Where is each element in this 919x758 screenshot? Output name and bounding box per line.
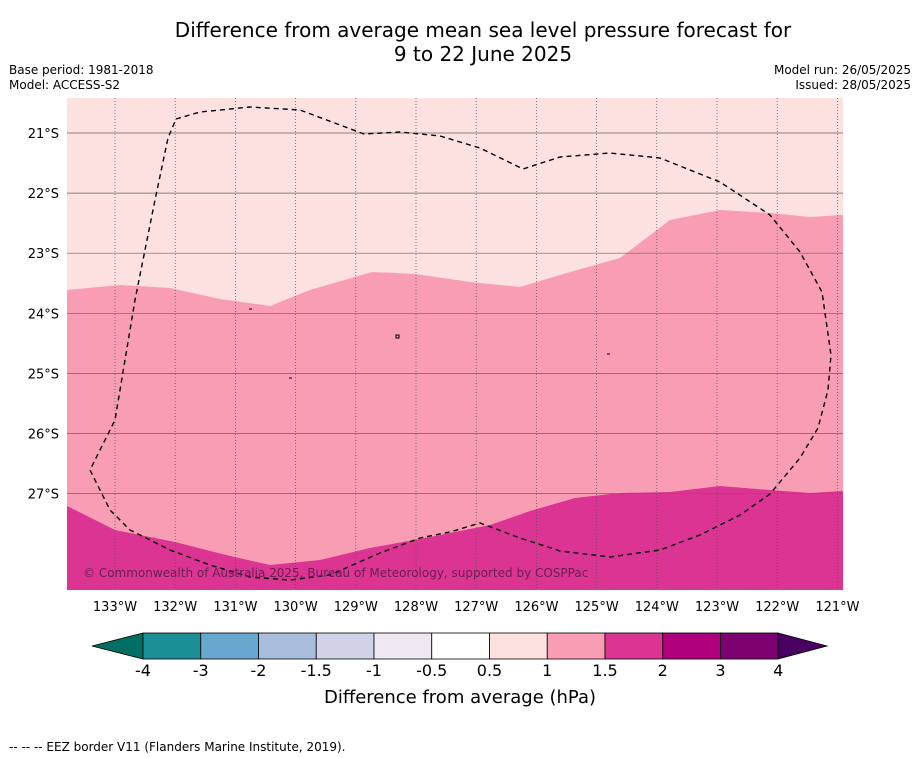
longitude-label: 122°W <box>755 600 799 615</box>
contour-mark <box>395 334 400 339</box>
colorbar-tick-label: 2 <box>658 661 668 680</box>
colorbar-over-arrow <box>777 632 829 660</box>
longitude-label: 131°W <box>213 600 257 615</box>
longitude-label: 121°W <box>815 600 859 615</box>
meta-right: Model run: 26/05/2025 Issued: 28/05/2025 <box>774 63 911 93</box>
model-run: Model run: 26/05/2025 <box>773 63 911 77</box>
colorbar-tick-label: -0.5 <box>416 661 447 680</box>
colorbar-label: Difference from average (hPa) <box>324 687 596 708</box>
colorbar-tick-label: 3 <box>715 661 725 680</box>
colorbar-tick-label: 0.5 <box>477 661 502 680</box>
longitude-label: 126°W <box>514 600 558 615</box>
longitude-label: 133°W <box>93 600 137 615</box>
title-line-1: Difference from average mean sea level p… <box>174 18 792 42</box>
colorbar-cell <box>142 632 202 660</box>
colorbar-tick-label: -4 <box>135 661 151 680</box>
longitude-label: 129°W <box>334 600 378 615</box>
meta-left: Base period: 1981-2018 Model: ACCESS-S2 <box>9 63 154 93</box>
colorbar-cell <box>431 632 490 660</box>
longitude-label: 125°W <box>575 600 619 615</box>
longitude-label: 128°W <box>394 600 438 615</box>
eez-border <box>89 106 832 581</box>
colorbar-cell <box>546 632 606 660</box>
longitude-label: 130°W <box>274 600 318 615</box>
colorbar-tick-label: 4 <box>773 661 783 680</box>
colorbar-tick-label: 1 <box>542 661 552 680</box>
issued-date: Issued: 28/05/2025 <box>795 78 911 92</box>
latitude-label: 26°S <box>28 428 59 443</box>
copyright-notice: © Commonwealth of Australia 2025, Bureau… <box>83 566 588 580</box>
colorbar-cell <box>720 632 779 660</box>
colorbar-cell <box>315 632 375 660</box>
eez-legend: -- -- -- EEZ border V11 (Flanders Marine… <box>9 740 346 754</box>
graticule <box>67 98 843 590</box>
page-title: Difference from average mean sea level p… <box>0 18 919 66</box>
base-period: Base period: 1981-2018 <box>9 63 154 77</box>
colorbar-cell <box>200 632 259 660</box>
colorbar: -4 -3 -2 -1.5 -1 -0.5 0.5 1 1.5 2 3 4 Difference fr… <box>91 632 829 708</box>
longitude-label: 123°W <box>695 600 739 615</box>
colorbar-tick-label: -1.5 <box>301 661 332 680</box>
colorbar-cell <box>604 632 664 660</box>
pressure-band-1.5-2 <box>67 486 843 590</box>
colorbar-cell <box>258 632 317 660</box>
colorbar-tick-label: 1.5 <box>592 661 617 680</box>
latitude-label: 23°S <box>28 247 59 262</box>
longitude-label: 132°W <box>153 600 197 615</box>
latitude-label: 25°S <box>28 367 59 382</box>
title-line-2: 9 to 22 June 2025 <box>393 42 573 66</box>
map-area: © Commonwealth of Australia 2025, Bureau… <box>67 98 843 590</box>
longitude-labels: 133°W 132°W 131°W 130°W 129°W 128°W 127°W 126°W… <box>93 600 860 615</box>
model-name: Model: ACCESS-S2 <box>9 78 121 92</box>
latitude-label: 22°S <box>28 187 59 202</box>
map-figure: © Commonwealth of Australia 2025, Bureau… <box>28 98 860 708</box>
colorbar-tick-label: -1 <box>366 661 382 680</box>
longitude-label: 124°W <box>635 600 679 615</box>
colorbar-tick-label: -2 <box>251 661 267 680</box>
colorbar-cell <box>662 632 721 660</box>
latitude-label: 21°S <box>28 127 59 142</box>
colorbar-under-arrow <box>91 632 144 660</box>
colorbar-cell <box>373 632 433 660</box>
latitude-labels: 21°S 22°S 23°S 24°S 25°S 26°S 27°S <box>28 127 59 503</box>
colorbar-cell <box>489 632 548 660</box>
longitude-label: 127°W <box>454 600 498 615</box>
latitude-label: 27°S <box>28 488 59 503</box>
colorbar-tick-label: -3 <box>193 661 209 680</box>
latitude-label: 24°S <box>28 307 59 322</box>
